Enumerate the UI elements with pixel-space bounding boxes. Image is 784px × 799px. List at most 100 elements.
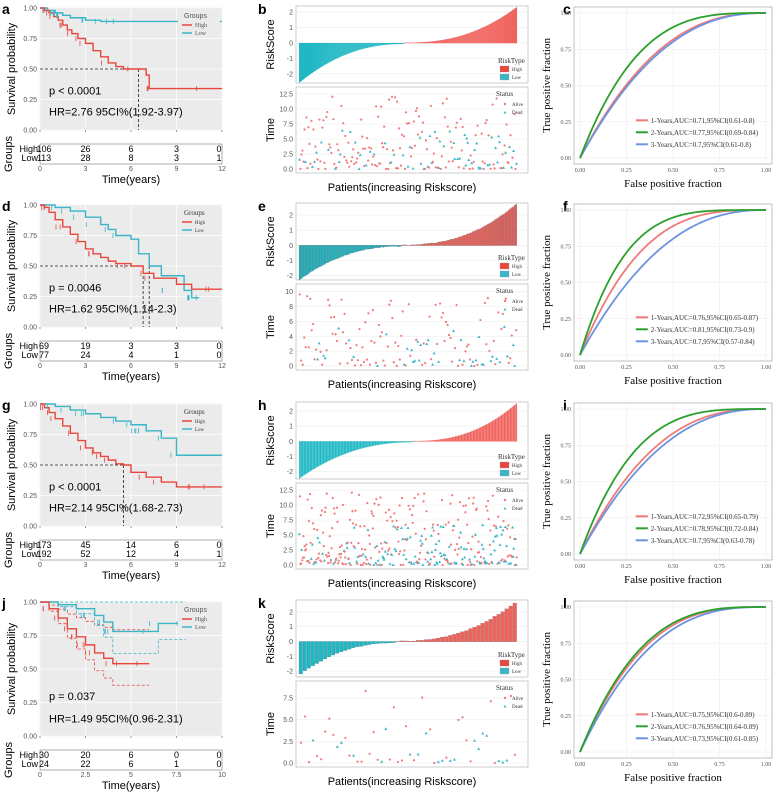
risk-bar <box>379 441 380 445</box>
status-alive-point <box>411 513 414 517</box>
status-dead-point <box>511 343 515 347</box>
risk-bar <box>463 434 464 442</box>
status-alive-point <box>302 160 305 163</box>
y-tick-label: 0.00 <box>23 734 37 741</box>
y-tick-label: 2.5 <box>283 739 293 746</box>
hazard-ratio: HR=1.62 95CI%(1.14-2.3) <box>49 303 176 315</box>
x-tick-label: 9 <box>175 166 179 173</box>
risk-bar <box>465 433 466 442</box>
status-alive-point <box>432 529 435 532</box>
roc-legend-label-2: 2-Years,AUC=0.77,95%CI(0.69-0.84) <box>651 129 759 137</box>
risk-bar <box>343 441 344 455</box>
risk-bar <box>357 42 359 51</box>
risk-bar <box>325 245 328 264</box>
risk-bar <box>485 225 488 246</box>
status-dead-point <box>408 535 412 539</box>
status-alive-point <box>337 559 340 562</box>
risk-bar <box>377 441 379 445</box>
status-alive-point <box>485 119 488 122</box>
status-alive-point <box>461 716 464 719</box>
risk-bar <box>304 42 307 78</box>
status-alive-point <box>468 358 472 361</box>
status-dead-point <box>470 161 474 165</box>
status-dead-point <box>515 162 519 165</box>
y-tick-label: 1 <box>289 228 293 235</box>
status-dead-point <box>439 524 443 528</box>
y-axis-label: True positive fraction <box>541 235 553 330</box>
risk-bar <box>515 403 517 442</box>
y-tick-label: 0.75 <box>561 47 572 53</box>
status-alive-point <box>430 358 433 361</box>
y-tick-label: 0.50 <box>23 67 37 74</box>
risk-bar <box>330 42 332 62</box>
risk-low-count: 52 <box>80 549 90 559</box>
risk-bar <box>390 245 392 247</box>
risk-bar <box>499 416 500 442</box>
y-tick-label: -1 <box>287 56 293 63</box>
risk-bar <box>303 441 305 476</box>
status-alive-point <box>350 358 354 362</box>
status-alive-point <box>441 102 444 105</box>
status-dead-point <box>417 561 421 564</box>
status-dead-point <box>390 553 394 556</box>
risk-bar <box>417 440 419 442</box>
status-dead-point <box>489 359 493 363</box>
risk-bar <box>504 608 509 642</box>
x-tick-label: 1.00 <box>761 168 772 174</box>
risk-bar <box>325 42 327 64</box>
status-dead-point <box>413 359 417 362</box>
risk-bar <box>370 245 373 249</box>
x-tick-label: 0.25 <box>621 564 632 570</box>
status-alive-point <box>462 167 465 170</box>
risk-bar <box>321 245 323 266</box>
status-dead-point <box>389 160 393 164</box>
risk-bar <box>509 12 511 44</box>
risk-bar <box>308 441 310 473</box>
risk-bar <box>356 441 357 450</box>
risktype-legend-title: RiskType <box>498 453 525 461</box>
risk-bar <box>396 441 398 443</box>
risk-bar <box>301 441 303 477</box>
risk-bar <box>383 42 385 46</box>
risk-bar <box>446 240 449 246</box>
risk-bar <box>391 245 393 247</box>
risk-low-count: 1 <box>216 549 221 559</box>
status-alive-point <box>500 328 503 331</box>
roc-legend-label-1: 1-Years,AUC=0.76,95%CI(0.65-0.87) <box>651 314 759 322</box>
risk-low-count: 6 <box>128 759 133 769</box>
status-dead-point <box>374 561 378 565</box>
risk-low-count: 1 <box>174 350 179 360</box>
status-alive-point <box>332 733 335 736</box>
risk-bar <box>407 441 409 443</box>
risk-bar <box>475 30 477 44</box>
status-dead-point <box>383 141 387 145</box>
status-alive-point <box>440 316 443 319</box>
status-dead-point <box>408 752 412 756</box>
status-dead-point <box>473 533 477 536</box>
status-alive-point <box>429 104 432 108</box>
risk-bar <box>301 245 304 278</box>
status-alive-point <box>358 554 361 558</box>
risk-bar <box>442 241 444 246</box>
risk-bar <box>369 42 371 48</box>
risk-bar <box>499 18 501 44</box>
status-alive-point <box>383 364 386 367</box>
risk-high-count: 0 <box>216 144 221 154</box>
risk-bar <box>421 440 423 442</box>
risk-bar <box>373 42 375 47</box>
risk-bar <box>349 441 350 453</box>
risk-low-count: 3 <box>174 153 179 163</box>
status-alive-point <box>341 503 344 506</box>
status-alive-point <box>474 134 477 137</box>
status-dead-point <box>352 526 356 529</box>
status-alive-point <box>368 752 371 755</box>
x-tick-label: 12 <box>218 562 226 569</box>
status-dead-point <box>497 759 501 763</box>
status-alive-point <box>392 361 395 364</box>
risk-bar <box>472 430 473 442</box>
status-alive-label: Alive <box>512 697 524 702</box>
risk-bar <box>420 440 421 442</box>
x-tick-label: 0.50 <box>668 365 679 371</box>
risk-bar <box>319 245 322 267</box>
